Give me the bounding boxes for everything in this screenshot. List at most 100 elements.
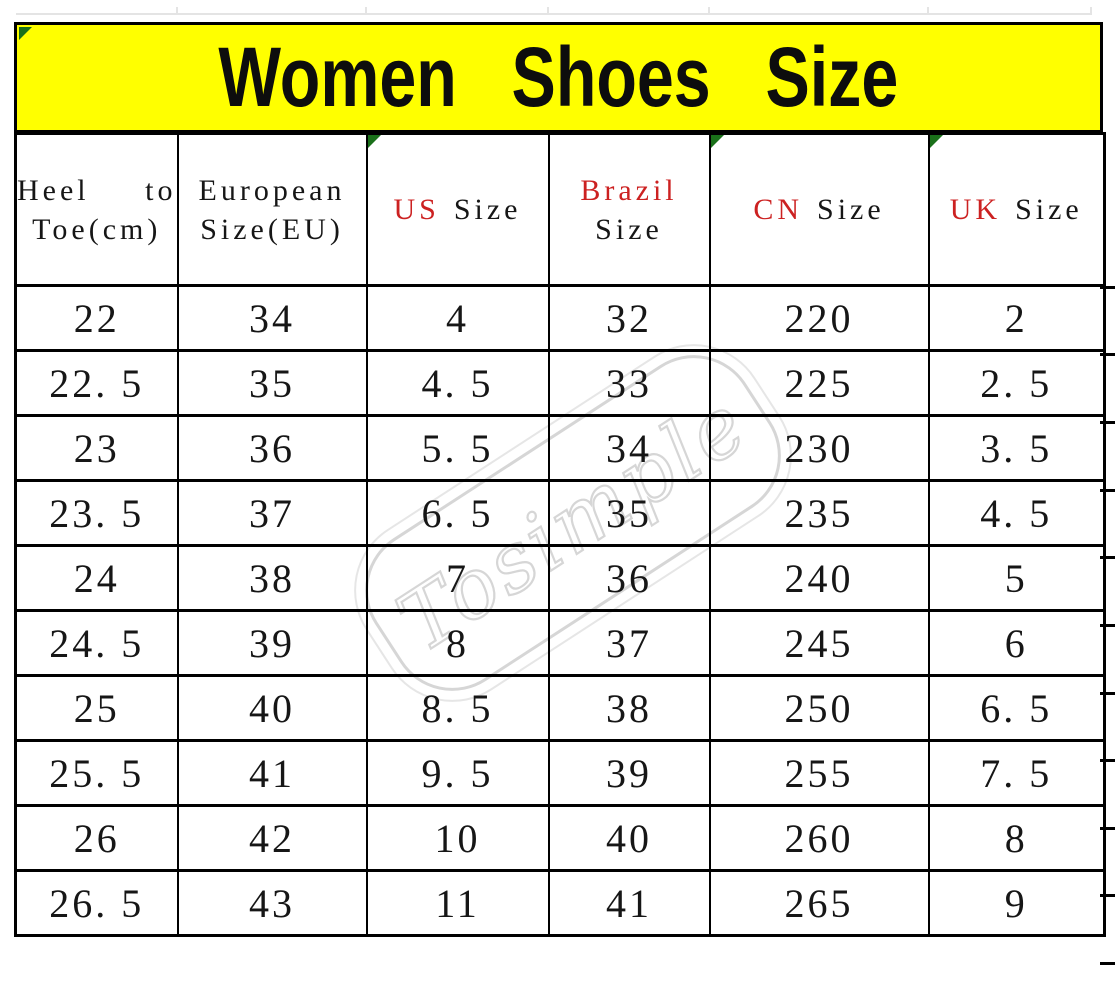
corner-marker-icon (929, 135, 943, 148)
col-header-heel-to-toe: Heel to Toe(cm) (14, 132, 179, 287)
gridline-tick (927, 7, 929, 15)
cell-brazil_size: 40 (547, 804, 711, 872)
gridline-overshoot (1100, 489, 1115, 492)
cell-us_size: 7 (365, 544, 550, 612)
gridline-tick (176, 7, 178, 15)
cell-cn_size: 250 (708, 674, 930, 742)
gridline-tick (547, 7, 549, 15)
cell-cn_size: 265 (708, 869, 930, 937)
table-row: 26 42 10 40 260 8 (14, 804, 1106, 872)
header-text: Brazil (580, 173, 678, 207)
cell-uk_size: 5 (927, 544, 1106, 612)
header-text: Size (453, 193, 522, 226)
cell-brazil_size: 39 (547, 739, 711, 807)
cell-eu_size: 40 (176, 674, 368, 742)
cell-eu_size: 38 (176, 544, 368, 612)
header-text: UK (949, 193, 1002, 226)
header-line: US Size (368, 190, 548, 229)
header-text: Size (817, 193, 885, 226)
cell-us_size: 9. 5 (365, 739, 550, 807)
cell-eu_size: 41 (176, 739, 368, 807)
cell-cn_size: 245 (708, 609, 930, 677)
cell-eu_size: 34 (176, 284, 368, 352)
cell-uk_size: 9 (927, 869, 1106, 937)
cell-us_size: 6. 5 (365, 479, 550, 547)
cell-heel_to_toe_cm: 22 (14, 284, 179, 352)
header-text: to (145, 173, 177, 207)
header-text: Size (595, 212, 663, 246)
header-row: Heel to Toe(cm) European Size(EU) US Size… (14, 132, 1106, 287)
cell-eu_size: 35 (176, 349, 368, 417)
gridline-overshoot (1100, 759, 1115, 762)
cell-eu_size: 39 (176, 609, 368, 677)
header-line: UK Size (930, 190, 1104, 229)
cell-us_size: 4. 5 (365, 349, 550, 417)
cell-heel_to_toe_cm: 25. 5 (14, 739, 179, 807)
col-header-brazil-size: Brazil Size (547, 132, 711, 287)
title-banner: Women Shoes Size (14, 22, 1103, 133)
cell-eu_size: 36 (176, 414, 368, 482)
header-text: CN (753, 193, 804, 226)
cell-eu_size: 37 (176, 479, 368, 547)
table-row: 22. 5 35 4. 5 33 225 2. 5 (14, 349, 1106, 417)
page-title: Women Shoes Size (218, 30, 899, 124)
cell-uk_size: 6 (927, 609, 1106, 677)
cell-brazil_size: 36 (547, 544, 711, 612)
gridline-tick (708, 7, 710, 15)
cell-heel_to_toe_cm: 22. 5 (14, 349, 179, 417)
cell-uk_size: 3. 5 (927, 414, 1106, 482)
gridline-overshoot (1100, 286, 1115, 289)
cell-heel_to_toe_cm: 23 (14, 414, 179, 482)
cell-heel_to_toe_cm: 24 (14, 544, 179, 612)
cell-uk_size: 8 (927, 804, 1106, 872)
header-text: European (198, 173, 346, 207)
cell-cn_size: 255 (708, 739, 930, 807)
cell-heel_to_toe_cm: 25 (14, 674, 179, 742)
corner-marker-icon (19, 27, 32, 40)
header-text: Size(EU) (200, 212, 344, 246)
cell-brazil_size: 33 (547, 349, 711, 417)
size-conversion-table: Heel to Toe(cm) European Size(EU) US Size… (14, 132, 1106, 937)
gridline-overshoot (1100, 894, 1115, 897)
cell-us_size: 8. 5 (365, 674, 550, 742)
table-row: 25. 5 41 9. 5 39 255 7. 5 (14, 739, 1106, 807)
cell-us_size: 8 (365, 609, 550, 677)
cell-uk_size: 7. 5 (927, 739, 1106, 807)
corner-marker-icon (710, 135, 724, 148)
cell-uk_size: 6. 5 (927, 674, 1106, 742)
cell-heel_to_toe_cm: 26 (14, 804, 179, 872)
header-text: Heel (17, 173, 90, 207)
cell-cn_size: 260 (708, 804, 930, 872)
corner-marker-icon (367, 135, 381, 148)
cell-eu_size: 43 (176, 869, 368, 937)
cell-brazil_size: 41 (547, 869, 711, 937)
cell-us_size: 10 (365, 804, 550, 872)
table-row: 26. 5 43 11 41 265 9 (14, 869, 1106, 937)
cell-cn_size: 230 (708, 414, 930, 482)
cell-cn_size: 235 (708, 479, 930, 547)
gridline-overshoot (1100, 353, 1115, 356)
cell-cn_size: 240 (708, 544, 930, 612)
gridline-tick (1090, 7, 1092, 15)
table-row: 24 38 7 36 240 5 (14, 544, 1106, 612)
gridline-overshoot (1100, 827, 1115, 830)
cell-uk_size: 2 (927, 284, 1106, 352)
col-header-us-size: US Size (365, 132, 550, 287)
col-header-cn-size: CN Size (708, 132, 930, 287)
cell-uk_size: 4. 5 (927, 479, 1106, 547)
header-text: Size (1015, 193, 1083, 226)
cell-brazil_size: 35 (547, 479, 711, 547)
spreadsheet-gridline (16, 7, 1092, 15)
gridline-overshoot (1100, 421, 1115, 424)
cell-heel_to_toe_cm: 23. 5 (14, 479, 179, 547)
cell-brazil_size: 32 (547, 284, 711, 352)
gridline-overshoot (1100, 556, 1115, 559)
cell-heel_to_toe_cm: 26. 5 (14, 869, 179, 937)
table-row: 25 40 8. 5 38 250 6. 5 (14, 674, 1106, 742)
gridline-tick (365, 7, 367, 15)
col-header-european-size: European Size(EU) (176, 132, 368, 287)
cell-cn_size: 220 (708, 284, 930, 352)
gridline-overshoot (1100, 692, 1115, 695)
